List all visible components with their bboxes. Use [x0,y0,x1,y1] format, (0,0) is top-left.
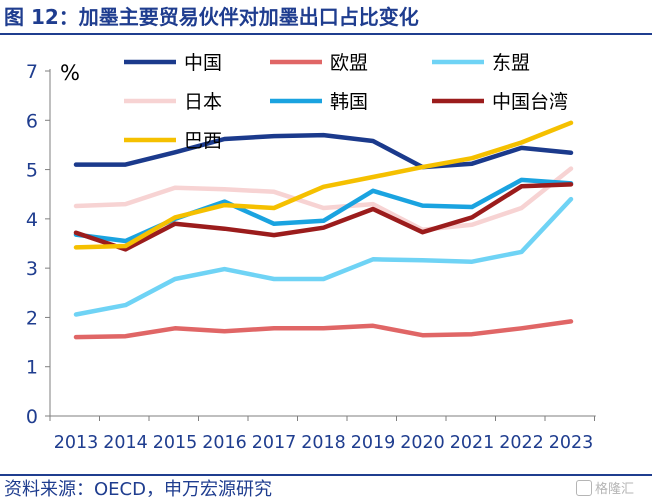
watermark: 格隆汇 [576,479,634,501]
legend-label-6: 中国台湾 [492,91,568,113]
legend-label-4: 日本 [184,91,222,113]
footer-divider [0,474,652,476]
y-tick-label-6: 6 [26,110,38,132]
x-tick-label-2013: 2013 [54,433,99,453]
legend-label-1: 中国 [184,52,222,74]
legend-label-3: 东盟 [492,52,530,74]
x-tick-label-2016: 2016 [202,433,247,453]
x-tick-label-2020: 2020 [400,433,445,453]
title-divider [0,33,652,35]
y-tick-label-7: 7 [26,61,38,83]
legend-label-2: 欧盟 [330,52,368,74]
y-tick-label-3: 3 [26,258,38,280]
y-axis-unit-label: % [60,61,80,85]
series-line-6 [73,182,574,252]
x-tick-label-2017: 2017 [252,433,297,453]
x-tick-label-2023: 2023 [549,433,594,453]
x-tick-label-2022: 2022 [499,433,544,453]
source-note: 资料来源：OECD，申万宏源研究 [4,479,272,500]
x-tick-label-2019: 2019 [351,433,396,453]
series-line-4 [73,166,574,232]
y-tick-label-4: 4 [26,209,38,231]
x-tick-label-2015: 2015 [153,433,198,453]
x-tick-label-2021: 2021 [450,433,495,453]
y-tick-label-0: 0 [26,406,38,428]
series-line-2 [73,319,574,340]
legend-label-5: 韩国 [330,91,368,113]
series-line-7 [73,120,574,250]
x-tick-label-2014: 2014 [103,433,148,453]
series-line-1 [73,132,574,170]
watermark-text: 格隆汇 [595,482,635,497]
series-line-3 [73,196,574,317]
chart-title: 图 12：加墨主要贸易伙伴对加墨出口占比变化 [4,5,419,29]
watermark-logo-icon [576,480,592,496]
x-tick-label-2018: 2018 [301,433,346,453]
y-tick-label-5: 5 [26,160,38,182]
y-tick-label-2: 2 [26,307,38,329]
legend-label-7: 巴西 [184,130,222,152]
y-tick-label-1: 1 [26,357,38,379]
